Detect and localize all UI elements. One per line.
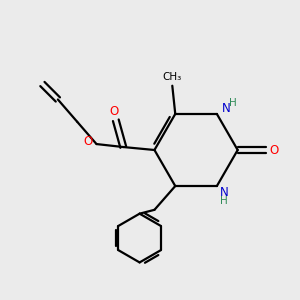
Text: H: H (229, 98, 237, 108)
Text: H: H (220, 196, 228, 206)
Text: N: N (220, 186, 229, 199)
Text: N: N (221, 102, 230, 115)
Text: CH₃: CH₃ (163, 72, 182, 82)
Text: O: O (270, 143, 279, 157)
Text: O: O (110, 106, 119, 118)
Text: O: O (84, 135, 93, 148)
